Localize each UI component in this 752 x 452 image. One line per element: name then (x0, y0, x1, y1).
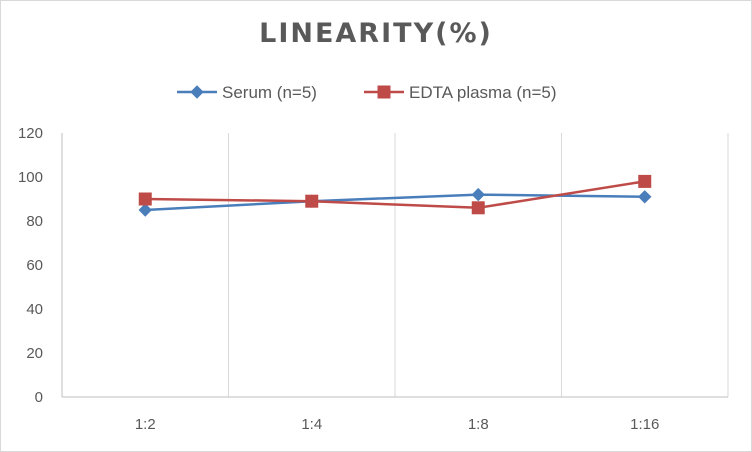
y-tick-label: 80 (26, 213, 43, 230)
data-point (471, 201, 485, 215)
y-tick-label: 100 (18, 169, 43, 186)
legend-label: EDTA plasma (n=5) (409, 83, 557, 102)
legend-marker (377, 85, 391, 99)
y-tick-label: 120 (18, 125, 43, 142)
legend-item: EDTA plasma (n=5) (364, 83, 557, 102)
x-tick-label: 1:2 (135, 416, 156, 433)
legend-item: Serum (n=5) (177, 83, 317, 102)
x-tick-label: 1:16 (630, 416, 659, 433)
x-tick-label: 1:4 (301, 416, 322, 433)
series-layer (138, 174, 652, 217)
y-tick-label: 60 (26, 257, 43, 274)
legend-marker (190, 85, 204, 99)
legend-label: Serum (n=5) (222, 83, 317, 102)
legend: Serum (n=5) EDTA plasma (n=5) (177, 83, 557, 102)
series-line (145, 180, 645, 210)
grid-lines (228, 133, 729, 397)
data-point (471, 187, 485, 202)
y-tick-label: 0 (35, 389, 43, 406)
data-point (305, 194, 319, 208)
axes: 0 20 40 60 80 100 120 1:2 1:4 1:8 1:16 (18, 125, 728, 433)
data-point (138, 203, 152, 217)
chart-title: LINEARITY(%) (259, 18, 493, 49)
series-1 (138, 174, 652, 215)
data-point (638, 174, 652, 188)
y-tick-label: 40 (26, 301, 43, 318)
x-tick-label: 1:8 (468, 416, 489, 433)
data-point (638, 190, 652, 204)
data-point (138, 192, 152, 206)
y-tick-label: 20 (26, 345, 43, 362)
